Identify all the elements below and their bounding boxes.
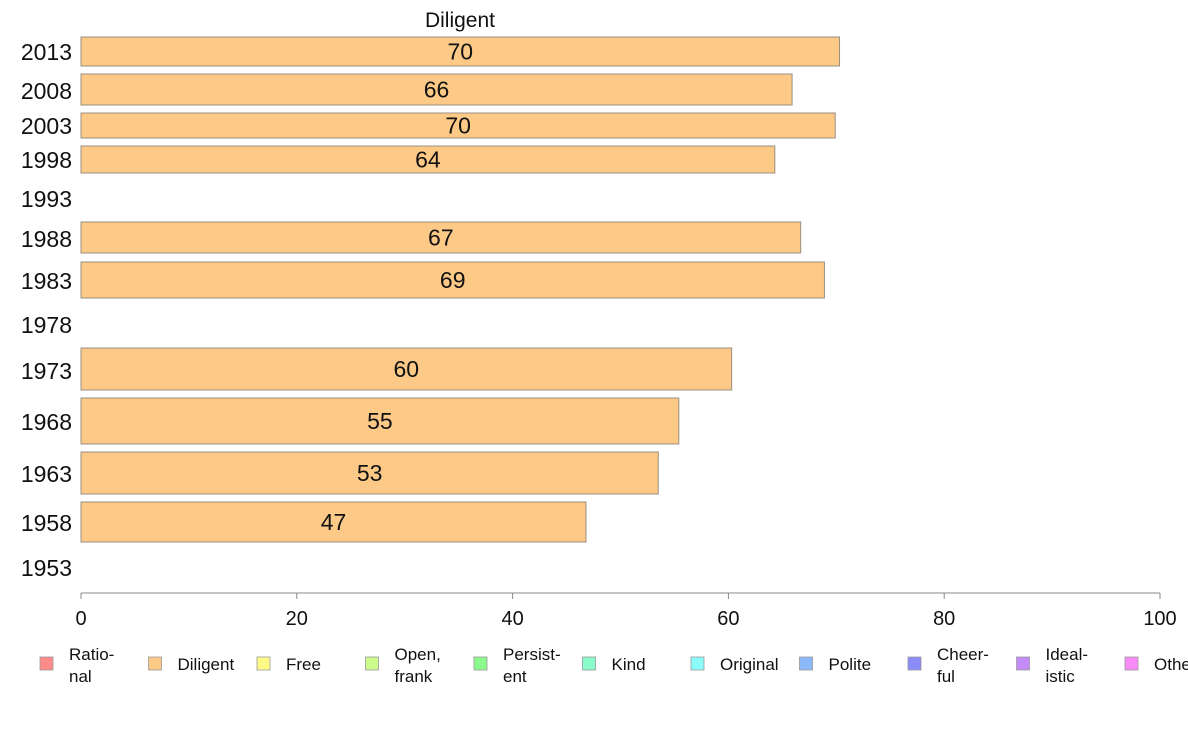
bar <box>80 261 825 299</box>
legend-label: Free <box>286 655 321 674</box>
legend-label: Open, <box>395 645 441 664</box>
y-tick-label: 1968 <box>21 409 72 435</box>
bar <box>80 501 587 543</box>
bar-value-label: 60 <box>394 356 420 382</box>
legend-swatch <box>148 656 162 671</box>
legend-swatch <box>582 656 596 671</box>
legend-swatch <box>1016 656 1030 671</box>
bar <box>80 36 841 67</box>
chart-title: Diligent <box>425 9 495 32</box>
legend-swatch <box>256 656 271 671</box>
legend-label: Ideal- <box>1046 645 1089 664</box>
x-tick-label: 80 <box>933 608 955 630</box>
bar-value-label: 69 <box>440 267 466 293</box>
x-tick-label: 0 <box>75 608 86 630</box>
y-tick-label: 1963 <box>21 461 72 487</box>
x-tick-label: 20 <box>286 608 308 630</box>
legend-label: Persist- <box>503 645 561 664</box>
legend: Ratio-nal Diligent Free Open, frank Persist-e… <box>39 645 1188 686</box>
y-tick-label: 1983 <box>21 268 72 294</box>
y-tick-label: 1973 <box>21 358 72 384</box>
y-tick-label: 1978 <box>21 312 72 338</box>
y-tick-label: 1953 <box>21 555 72 581</box>
bar-value-label: 70 <box>445 113 471 139</box>
legend-label: nal <box>69 667 92 686</box>
y-tick-label: 2008 <box>21 78 72 104</box>
legend-swatch <box>907 656 922 671</box>
y-axis-labels: 2013 2008 2003 1998 1993 1988 1983 1978 1973 1968… <box>21 39 72 581</box>
y-tick-label: 2013 <box>21 39 72 65</box>
bar-value-label: 64 <box>415 147 441 173</box>
x-axis: 0 20 40 60 80 100 <box>75 592 1177 630</box>
bar-value-label: 70 <box>447 39 473 65</box>
legend-swatch <box>799 656 813 671</box>
legend-label: Polite <box>829 655 872 674</box>
legend-label: Original <box>720 655 779 674</box>
legend-label: frank <box>395 667 433 686</box>
legend-swatch <box>39 656 54 671</box>
legend-label: Kind <box>612 655 646 674</box>
legend-swatch <box>365 656 379 671</box>
legend-label: Cheer- <box>937 645 989 664</box>
bar <box>80 73 793 106</box>
x-tick-label: 100 <box>1143 608 1176 630</box>
bar <box>80 397 680 445</box>
bar-value-label: 67 <box>428 225 454 251</box>
y-tick-label: 1988 <box>21 226 72 252</box>
bar <box>80 145 776 174</box>
legend-label: ent <box>503 667 527 686</box>
y-tick-label: 1958 <box>21 510 72 536</box>
bar <box>80 347 733 391</box>
legend-label: Ratio- <box>69 645 114 664</box>
x-tick-label: 40 <box>501 608 523 630</box>
bar <box>80 112 836 139</box>
y-tick-label: 1993 <box>21 186 72 212</box>
bar-value-label: 55 <box>367 408 393 434</box>
bar <box>80 221 802 254</box>
bar-value-label: 53 <box>357 460 383 486</box>
bar <box>80 451 659 495</box>
legend-label: Other <box>1154 655 1188 674</box>
bar-value-label: 66 <box>424 77 450 103</box>
legend-swatch <box>473 656 488 671</box>
legend-label: Diligent <box>178 655 235 674</box>
legend-label: ful <box>937 667 955 686</box>
bar-value-label: 47 <box>321 509 347 535</box>
legend-swatch <box>690 656 705 671</box>
legend-label: istic <box>1046 667 1076 686</box>
x-tick-label: 60 <box>717 608 739 630</box>
y-tick-label: 1998 <box>21 147 72 173</box>
legend-swatch <box>1124 656 1139 671</box>
y-tick-label: 2003 <box>21 113 72 139</box>
